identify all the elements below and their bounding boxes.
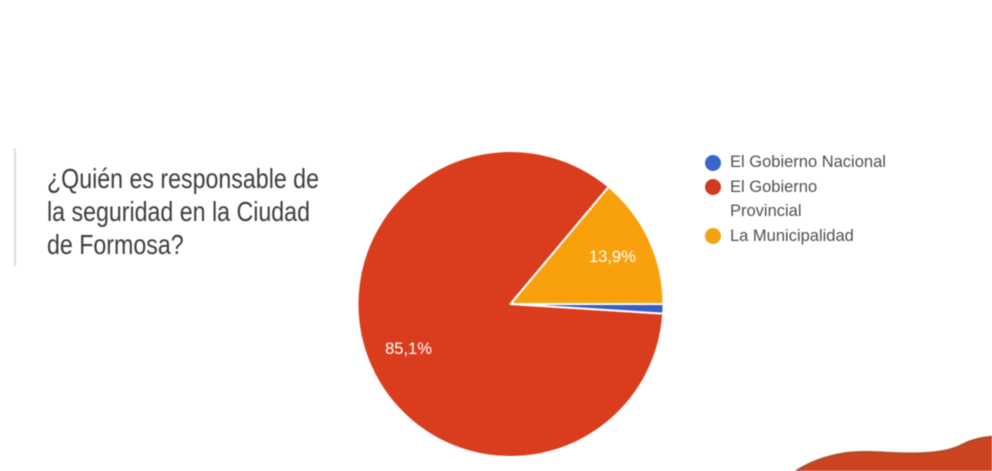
svg-text:85,1%: 85,1%: [385, 340, 432, 358]
svg-text:13,9%: 13,9%: [589, 248, 636, 266]
